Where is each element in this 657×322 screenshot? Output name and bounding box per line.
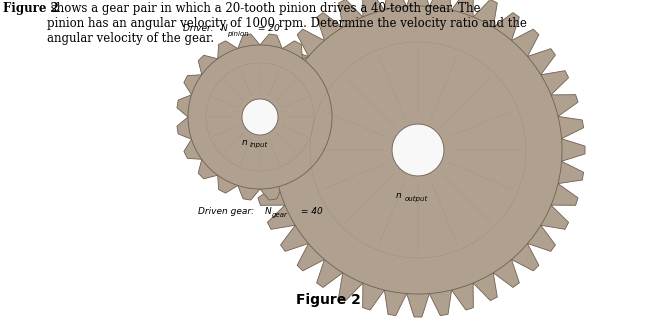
Polygon shape: [392, 124, 444, 176]
Text: Driver:: Driver:: [183, 24, 217, 33]
Text: Figure 2: Figure 2: [3, 2, 59, 14]
Polygon shape: [251, 0, 585, 317]
Text: = 20: = 20: [255, 24, 280, 33]
Text: Figure 2: Figure 2: [296, 293, 361, 307]
Text: gear: gear: [272, 212, 288, 218]
Polygon shape: [188, 45, 332, 189]
Polygon shape: [242, 99, 278, 135]
Text: n: n: [396, 191, 401, 200]
Text: input: input: [250, 142, 268, 148]
Text: pinion: pinion: [227, 31, 249, 37]
Polygon shape: [274, 6, 562, 294]
Polygon shape: [177, 34, 343, 200]
Text: output: output: [405, 196, 428, 202]
Text: N: N: [265, 207, 272, 216]
Text: shows a gear pair in which a 20-tooth pinion drives a 40-tooth gear. The
pinion : shows a gear pair in which a 20-tooth pi…: [47, 2, 527, 45]
Text: n: n: [242, 137, 248, 147]
Text: = 40: = 40: [298, 207, 323, 216]
Text: N: N: [221, 24, 228, 33]
Text: Driven gear:: Driven gear:: [198, 207, 257, 216]
